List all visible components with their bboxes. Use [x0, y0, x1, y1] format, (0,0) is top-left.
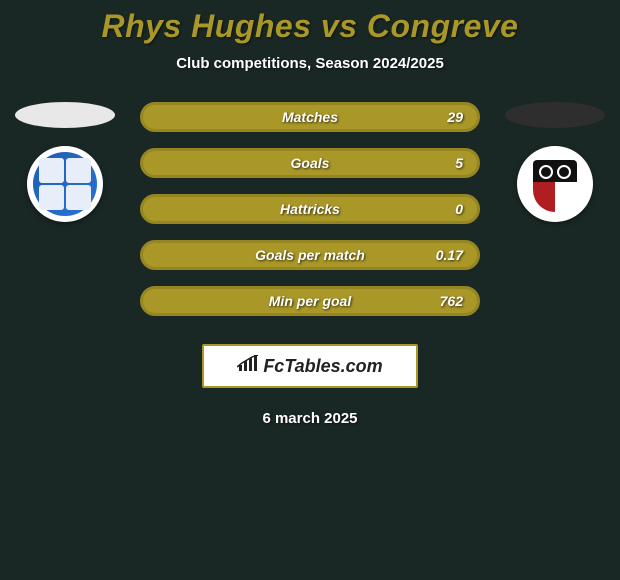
- right-crest: [517, 146, 593, 222]
- stat-label: Goals: [291, 155, 330, 171]
- stat-label: Matches: [282, 109, 338, 125]
- stat-value-right: 0: [455, 201, 463, 217]
- brand-box[interactable]: FcTables.com: [202, 344, 418, 388]
- stat-value-right: 29: [447, 109, 463, 125]
- stat-bar: Goals 5: [140, 148, 480, 178]
- subtitle: Club competitions, Season 2024/2025: [0, 55, 620, 72]
- comparison-panel: Matches 29 Goals 5 Hattricks 0 Goals per match…: [0, 102, 620, 316]
- stat-bars: Matches 29 Goals 5 Hattricks 0 Goals per match…: [140, 102, 480, 316]
- brand-text: FcTables.com: [263, 356, 382, 377]
- stat-label: Goals per match: [255, 247, 365, 263]
- right-side: [500, 102, 610, 222]
- right-oval: [505, 102, 605, 128]
- page-title: Rhys Hughes vs Congreve: [0, 8, 620, 45]
- stat-value-right: 0.17: [436, 247, 463, 263]
- stat-bar: Min per goal 762: [140, 286, 480, 316]
- left-crest: [27, 146, 103, 222]
- stat-value-right: 762: [440, 293, 463, 309]
- date-text: 6 march 2025: [0, 410, 620, 427]
- stat-label: Min per goal: [269, 293, 351, 309]
- bar-chart-icon: [237, 355, 259, 378]
- stat-label: Hattricks: [280, 201, 340, 217]
- stat-bar: Goals per match 0.17: [140, 240, 480, 270]
- stat-bar: Matches 29: [140, 102, 480, 132]
- stat-bar: Hattricks 0: [140, 194, 480, 224]
- left-side: [10, 102, 120, 222]
- left-oval: [15, 102, 115, 128]
- stat-value-right: 5: [455, 155, 463, 171]
